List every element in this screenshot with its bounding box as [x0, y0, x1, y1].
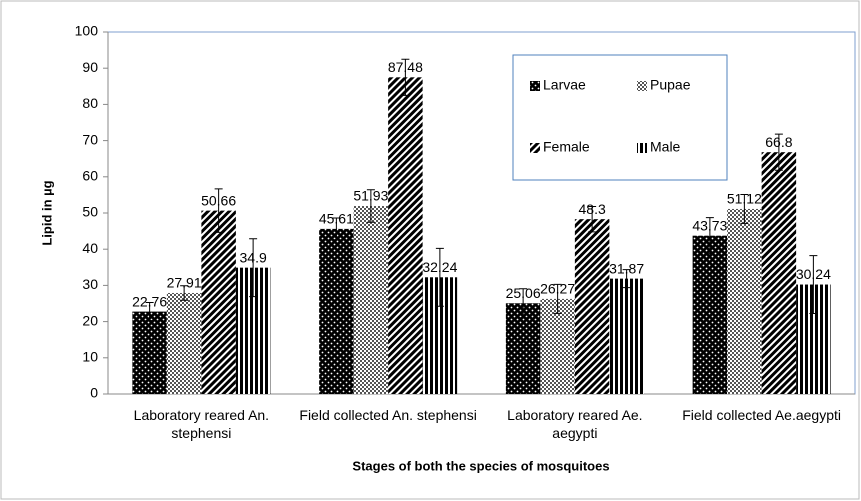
- error-bar: [553, 283, 562, 314]
- bar: [540, 298, 575, 394]
- error-bar: [249, 238, 258, 298]
- data-label: 48.3: [579, 201, 606, 217]
- y-tick-label: 40: [82, 240, 98, 256]
- error-bar: [588, 205, 597, 233]
- y-tick-label: 90: [82, 59, 98, 75]
- y-tick-label: 20: [82, 312, 98, 328]
- y-tick-label: 80: [82, 95, 98, 111]
- data-label: 27.91: [167, 275, 202, 291]
- error-bar: [740, 193, 749, 224]
- legend-label: Pupae: [650, 77, 691, 93]
- data-label: 32.24: [422, 259, 457, 275]
- y-tick-label: 60: [82, 168, 98, 184]
- error-bar: [705, 217, 714, 255]
- data-label: 50.66: [201, 192, 236, 208]
- bar: [692, 235, 728, 394]
- data-label: 45.61: [319, 211, 354, 227]
- bar: [319, 228, 354, 394]
- y-tick-label: 0: [90, 385, 98, 401]
- bar: [132, 311, 167, 394]
- bar: [761, 152, 797, 394]
- bar: [505, 303, 541, 394]
- error-bar: [401, 58, 410, 96]
- bar: [727, 208, 762, 394]
- data-label: 34.9: [240, 249, 267, 265]
- y-axis-title: Lipid in µg: [39, 180, 54, 245]
- legend-label: Male: [650, 139, 681, 155]
- error-bar: [180, 285, 189, 301]
- data-label: 30.24: [796, 266, 831, 282]
- legend-box: [512, 54, 728, 181]
- bar: [353, 206, 389, 394]
- data-label: 22.76: [132, 293, 167, 309]
- bar: [574, 219, 610, 394]
- error-bar: [214, 188, 223, 233]
- legend-label: Female: [543, 139, 590, 155]
- x-tick-label: Laboratory reared An. stephensi: [133, 407, 270, 441]
- error-bar: [809, 255, 818, 314]
- data-label: 87.48: [388, 59, 423, 75]
- legend-swatch: [637, 81, 647, 91]
- x-tick-label: Field collected Ae.aegypti: [682, 407, 841, 423]
- data-label: 66.8: [765, 134, 792, 150]
- error-bar: [366, 189, 375, 223]
- bar: [166, 292, 202, 394]
- legend-swatch: [530, 143, 540, 153]
- error-bar: [435, 247, 444, 307]
- bar: [388, 77, 423, 395]
- error-bar: [774, 133, 783, 171]
- y-tick-label: 70: [82, 131, 98, 147]
- data-label: 51.93: [353, 188, 388, 204]
- bar: [201, 210, 236, 394]
- error-bar: [145, 302, 154, 322]
- x-tick-label: Field collected An. stephensi: [299, 407, 477, 423]
- legend-swatch: [530, 81, 540, 91]
- data-label: 43.73: [692, 217, 727, 233]
- y-tick-label: 10: [82, 349, 98, 365]
- error-bar: [622, 269, 631, 289]
- data-label: 26.27: [540, 281, 575, 297]
- legend-swatch: [637, 143, 647, 153]
- error-bar: [332, 217, 341, 241]
- x-tick-label: Laboratory reared Ae. aegypti: [507, 407, 643, 441]
- data-label: 25.06: [506, 285, 541, 301]
- bar: [609, 278, 644, 394]
- legend-label: Larvae: [543, 77, 586, 93]
- data-label: 31.87: [609, 260, 644, 276]
- y-tick-label: 30: [82, 276, 98, 292]
- data-label: 51.12: [727, 191, 762, 207]
- x-axis-title: Stages of both the species of mosquitoes: [352, 458, 609, 473]
- y-tick-label: 100: [75, 23, 99, 39]
- y-tick-label: 50: [82, 204, 98, 220]
- error-bar: [519, 288, 528, 319]
